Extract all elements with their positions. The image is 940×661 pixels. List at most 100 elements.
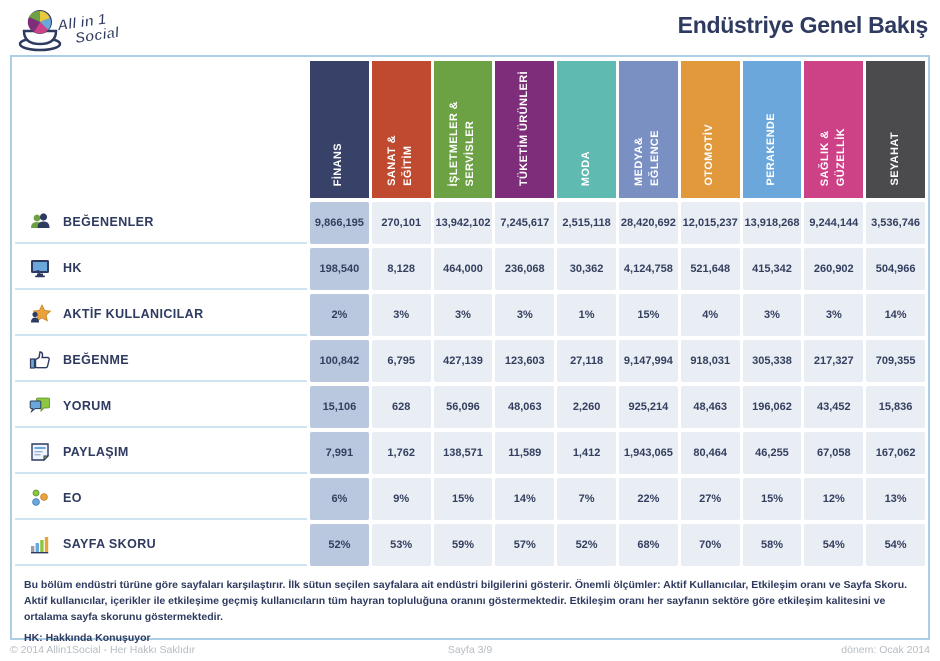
copyright-text: © 2014 Allin1Social - Her Hakkı Saklıdır (10, 644, 196, 656)
table-cell: 427,139 (433, 340, 493, 382)
row-label-text: BEĞENENLER (63, 215, 154, 229)
table-cell: 2,515,118 (557, 202, 616, 244)
topbar: All in 1 Social Endüstriye Genel Bakış (0, 0, 940, 55)
table-cell: 9,866,195 (310, 202, 369, 244)
table-cell: 11,589 (495, 432, 555, 474)
table-cell: 59% (433, 524, 493, 566)
comments-icon (29, 395, 51, 417)
table-cell: 4% (680, 294, 740, 336)
row-label-text: BEĞENME (63, 353, 130, 367)
table-corner (15, 61, 307, 198)
table-cell: 15% (433, 478, 493, 520)
table-cell: 6% (310, 478, 369, 520)
table-cell: 13,942,102 (433, 202, 493, 244)
page-title: Endüstriye Genel Bakış (677, 12, 929, 38)
table-cell: 48,463 (680, 386, 740, 428)
column-header: SAĞLIK & GÜZELLİK (804, 61, 864, 198)
table-cell: 54% (866, 524, 925, 566)
column-header-label: SAĞLIK & GÜZELLİK (818, 127, 847, 186)
column-header-label: SEYAHAT (888, 132, 901, 186)
row-label: AKTİF KULLANICILAR (15, 294, 307, 336)
bottombar: © 2014 Allin1Social - Her Hakkı Saklıdır… (10, 644, 930, 656)
table-cell: 58% (742, 524, 802, 566)
table-cell: 12% (804, 478, 864, 520)
table-cell: 521,648 (680, 248, 740, 290)
table-cell: 15,106 (310, 386, 369, 428)
table-cell: 4,124,758 (618, 248, 678, 290)
table-cell: 415,342 (742, 248, 802, 290)
table-cell: 12,015,237 (680, 202, 740, 244)
table-cell: 3% (804, 294, 864, 336)
column-header-label: İŞLETMELER & SERVİSLER (448, 100, 476, 186)
table-cell: 217,327 (804, 340, 864, 382)
table-cell: 260,902 (804, 248, 864, 290)
row-label: HK (15, 248, 307, 290)
table-cell: 236,068 (495, 248, 555, 290)
table-cell: 9,147,994 (618, 340, 678, 382)
column-header: SEYAHAT (866, 61, 925, 198)
table-cell: 196,062 (742, 386, 802, 428)
row-label-text: YORUM (63, 399, 112, 413)
table-cell: 6,795 (371, 340, 431, 382)
users-icon (29, 211, 51, 233)
table-cell: 8,128 (371, 248, 431, 290)
table-cell: 43,452 (804, 386, 864, 428)
table-cell: 52% (310, 524, 369, 566)
column-header: MODA (557, 61, 616, 198)
row-label: PAYLAŞIM (15, 432, 307, 474)
table-cell: 918,031 (680, 340, 740, 382)
table-cell: 1,412 (557, 432, 616, 474)
row-label: BEĞENENLER (15, 202, 307, 244)
table-cell: 57% (495, 524, 555, 566)
column-header-label: FİNANS (332, 142, 345, 186)
table-cell: 13% (866, 478, 925, 520)
table-cell: 1% (557, 294, 616, 336)
table-cell: 22% (618, 478, 678, 520)
table-cell: 48,063 (495, 386, 555, 428)
table-cell: 14% (495, 478, 555, 520)
row-label: SAYFA SKORU (15, 524, 307, 566)
column-header: TÜKETİM ÜRÜNLERİ (495, 61, 555, 198)
table-cell: 3% (495, 294, 555, 336)
table-cell: 504,966 (866, 248, 925, 290)
row-label-text: SAYFA SKORU (63, 537, 157, 551)
table-cell: 9,244,144 (804, 202, 864, 244)
column-header-label: MEDYA& EĞLENCE (633, 130, 662, 186)
table-cell: 13,918,268 (742, 202, 802, 244)
share-note-icon (29, 441, 51, 463)
table-cell: 3% (433, 294, 493, 336)
column-header-label: OTOMOTİV (703, 124, 716, 186)
table-cell: 1,943,065 (618, 432, 678, 474)
table-cell: 70% (680, 524, 740, 566)
table-cell: 3% (371, 294, 431, 336)
column-header: SANAT & EĞİTİM (371, 61, 431, 198)
table-cell: 2,260 (557, 386, 616, 428)
column-header: İŞLETMELER & SERVİSLER (433, 61, 493, 198)
table-cell: 7,991 (310, 432, 369, 474)
row-label-text: AKTİF KULLANICILAR (63, 307, 204, 321)
table-cell: 270,101 (371, 202, 431, 244)
table-cell: 53% (371, 524, 431, 566)
table-cell: 68% (618, 524, 678, 566)
table-cell: 7,245,617 (495, 202, 555, 244)
table-cell: 305,338 (742, 340, 802, 382)
column-header: FİNANS (310, 61, 369, 198)
table-cell: 80,464 (680, 432, 740, 474)
column-header-label: TÜKETİM ÜRÜNLERİ (517, 70, 530, 186)
table-cell: 27,118 (557, 340, 616, 382)
table-cell: 2% (310, 294, 369, 336)
table-cell: 54% (804, 524, 864, 566)
table-cell: 28,420,692 (618, 202, 678, 244)
table-cell: 14% (866, 294, 925, 336)
table-cell: 138,571 (433, 432, 493, 474)
report-period: dönem: Ocak 2014 (841, 644, 930, 656)
table-cell: 464,000 (433, 248, 493, 290)
column-header-label: MODA (579, 150, 592, 186)
table-cell: 3,536,746 (866, 202, 925, 244)
row-label-text: HK (63, 261, 82, 275)
panel-footer: Bu bölüm endüstri türüne göre sayfaları … (12, 566, 928, 644)
table-cell: 56,096 (433, 386, 493, 428)
monitor-icon (29, 257, 51, 279)
table-cell: 46,255 (742, 432, 802, 474)
report-panel: FİNANS SANAT & EĞİTİM İŞLETMELER & SERVİSL… (10, 55, 930, 644)
